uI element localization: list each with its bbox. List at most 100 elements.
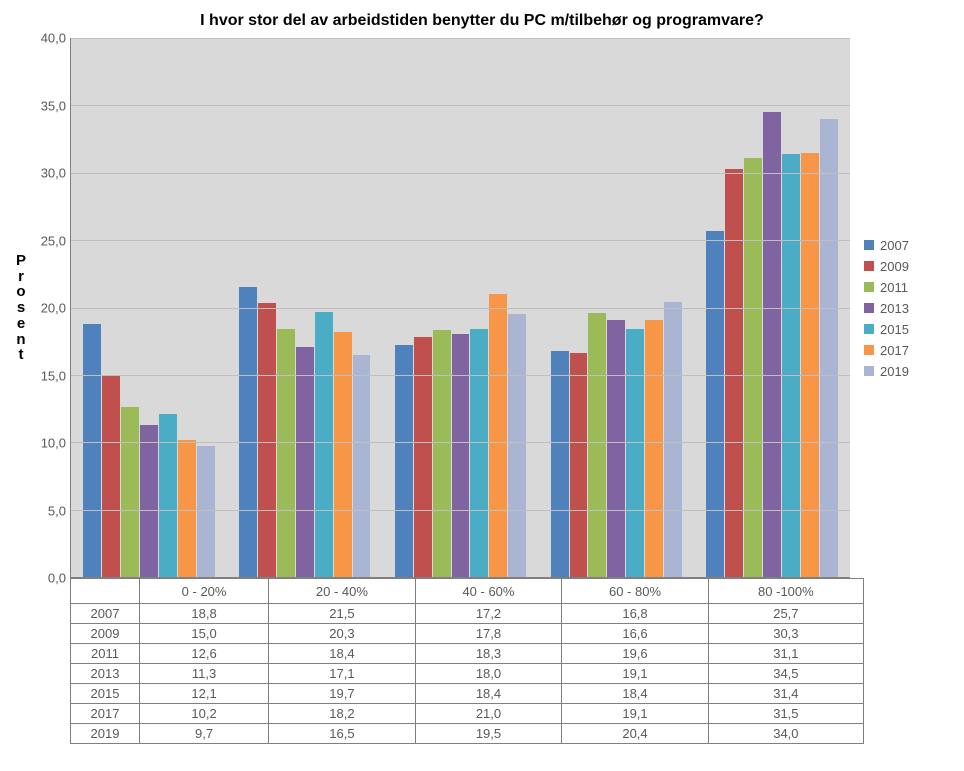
- table-cell: 19,1: [562, 704, 709, 724]
- table-cell: 12,6: [140, 644, 269, 664]
- legend-item: 2017: [864, 343, 909, 358]
- table-cell: 31,1: [708, 644, 863, 664]
- y-axis-label-column: Prosent: [10, 38, 32, 578]
- bar: [607, 320, 625, 577]
- bar: [508, 314, 526, 577]
- table-rowhead: 2019: [71, 724, 140, 744]
- table-rowhead: 2011: [71, 644, 140, 664]
- table-cell: 19,7: [269, 684, 416, 704]
- chart-container: I hvor stor del av arbeidstiden benytter…: [0, 0, 964, 771]
- bar: [744, 158, 762, 577]
- bar: [315, 312, 333, 577]
- bar: [395, 345, 413, 577]
- bar: [626, 329, 644, 577]
- bar: [83, 324, 101, 577]
- bar: [470, 329, 488, 577]
- legend-label: 2007: [880, 238, 909, 253]
- table-cell: 17,8: [415, 624, 562, 644]
- bar: [801, 153, 819, 577]
- bar: [551, 351, 569, 577]
- gridline: [71, 577, 850, 578]
- bar: [121, 407, 139, 577]
- bar: [140, 425, 158, 577]
- table-header-row: 0 - 20%20 - 40%40 - 60%60 - 80%80 -100%: [71, 579, 864, 604]
- table-row: 200915,020,317,816,630,3: [71, 624, 864, 644]
- table-cell: [71, 579, 140, 604]
- y-tick-label: 20,0: [41, 301, 66, 316]
- legend-label: 2013: [880, 301, 909, 316]
- data-table-wrap: 0 - 20%20 - 40%40 - 60%60 - 80%80 -100%2…: [70, 578, 864, 744]
- bar: [334, 332, 352, 577]
- table-cell: 19,6: [562, 644, 709, 664]
- table-cell: 20,4: [562, 724, 709, 744]
- table-cell: 18,4: [562, 684, 709, 704]
- legend-label: 2019: [880, 364, 909, 379]
- bar: [645, 320, 663, 577]
- legend-swatch: [864, 261, 874, 271]
- legend-swatch: [864, 324, 874, 334]
- chart-body: Prosent 0,05,010,015,020,025,030,035,040…: [10, 38, 954, 578]
- table-cell: 19,1: [562, 664, 709, 684]
- table-header-cell: 20 - 40%: [269, 579, 416, 604]
- table-cell: 18,2: [269, 704, 416, 724]
- bar: [489, 294, 507, 577]
- y-axis-label: Prosent: [16, 253, 26, 363]
- table-cell: 15,0: [140, 624, 269, 644]
- bar: [159, 414, 177, 577]
- table-header-cell: 40 - 60%: [415, 579, 562, 604]
- table-cell: 18,4: [269, 644, 416, 664]
- legend-swatch: [864, 303, 874, 313]
- bar: [433, 330, 451, 577]
- legend-label: 2009: [880, 259, 909, 274]
- table-header-cell: 80 -100%: [708, 579, 863, 604]
- table-rowhead: 2013: [71, 664, 140, 684]
- table-cell: 10,2: [140, 704, 269, 724]
- bar: [102, 375, 120, 577]
- plot-column: [70, 38, 850, 578]
- legend-label: 2011: [880, 280, 908, 295]
- table-rowhead: 2009: [71, 624, 140, 644]
- bar: [588, 313, 606, 577]
- table-cell: 34,5: [708, 664, 863, 684]
- bar: [296, 347, 314, 577]
- bar: [664, 302, 682, 577]
- chart-title: I hvor stor del av arbeidstiden benytter…: [10, 12, 954, 30]
- legend-label: 2017: [880, 343, 909, 358]
- table-cell: 17,1: [269, 664, 416, 684]
- table-cell: 31,5: [708, 704, 863, 724]
- legend-item: 2009: [864, 259, 909, 274]
- table-cell: 16,5: [269, 724, 416, 744]
- gridline: [71, 38, 850, 39]
- table-row: 201710,218,221,019,131,5: [71, 704, 864, 724]
- table-cell: 21,0: [415, 704, 562, 724]
- bar: [277, 329, 295, 577]
- table-rowhead: 2007: [71, 604, 140, 624]
- table-row: 201512,119,718,418,431,4: [71, 684, 864, 704]
- legend-column: 2007 2009 2011 2013 2015 2017 2019: [850, 38, 954, 578]
- y-tick-label: 40,0: [41, 31, 66, 46]
- table-cell: 20,3: [269, 624, 416, 644]
- legend-item: 2015: [864, 322, 909, 337]
- legend-swatch: [864, 345, 874, 355]
- data-table: 0 - 20%20 - 40%40 - 60%60 - 80%80 -100%2…: [70, 578, 864, 744]
- bar: [258, 303, 276, 577]
- y-tick-label: 0,0: [48, 571, 66, 586]
- y-tick-label: 5,0: [48, 503, 66, 518]
- table-cell: 11,3: [140, 664, 269, 684]
- table-header-cell: 60 - 80%: [562, 579, 709, 604]
- bar: [820, 119, 838, 577]
- y-tick-label: 30,0: [41, 166, 66, 181]
- legend-item: 2007: [864, 238, 909, 253]
- legend-swatch: [864, 366, 874, 376]
- table-row: 201112,618,418,319,631,1: [71, 644, 864, 664]
- gridline: [71, 308, 850, 309]
- legend: 2007 2009 2011 2013 2015 2017 2019: [864, 232, 909, 385]
- gridline: [71, 105, 850, 106]
- gridline: [71, 510, 850, 511]
- y-tick-label: 15,0: [41, 368, 66, 383]
- bar: [414, 337, 432, 577]
- bar: [706, 231, 724, 577]
- legend-item: 2013: [864, 301, 909, 316]
- legend-item: 2019: [864, 364, 909, 379]
- legend-label: 2015: [880, 322, 909, 337]
